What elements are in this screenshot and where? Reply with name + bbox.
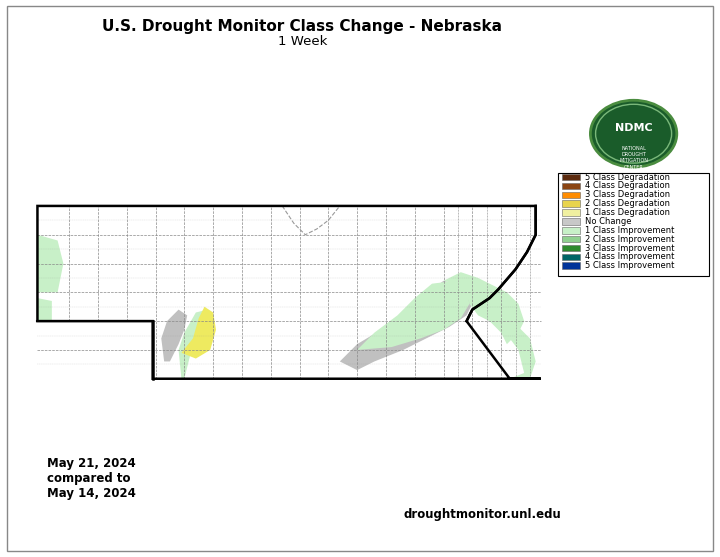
Polygon shape	[37, 234, 63, 292]
Text: 3 Class Degradation: 3 Class Degradation	[585, 190, 670, 199]
Text: 4 Class Degradation: 4 Class Degradation	[585, 182, 670, 190]
Polygon shape	[181, 307, 216, 359]
Polygon shape	[37, 298, 52, 321]
Text: 2 Class Degradation: 2 Class Degradation	[585, 199, 670, 208]
Text: U.S. Drought Monitor Class Change - Nebraska: U.S. Drought Monitor Class Change - Nebr…	[102, 19, 503, 35]
Text: No Change: No Change	[585, 217, 631, 226]
Text: 1 Class Degradation: 1 Class Degradation	[585, 208, 670, 217]
Text: 1 Week: 1 Week	[278, 35, 327, 47]
Polygon shape	[467, 281, 536, 379]
Polygon shape	[444, 272, 524, 344]
Text: 2 Class Improvement: 2 Class Improvement	[585, 234, 674, 243]
Polygon shape	[161, 310, 187, 361]
Text: NATIONAL
DROUGHT
MITIGATION
CENTER: NATIONAL DROUGHT MITIGATION CENTER	[619, 146, 648, 169]
Text: NDMC: NDMC	[615, 123, 652, 133]
Polygon shape	[340, 281, 472, 370]
Text: droughtmonitor.unl.edu: droughtmonitor.unl.edu	[403, 508, 561, 521]
Polygon shape	[357, 281, 469, 350]
Text: 1 Class Improvement: 1 Class Improvement	[585, 226, 674, 235]
Polygon shape	[179, 310, 213, 379]
Text: 4 Class Improvement: 4 Class Improvement	[585, 252, 674, 261]
Text: May 21, 2024
compared to
May 14, 2024: May 21, 2024 compared to May 14, 2024	[47, 457, 135, 500]
Text: 3 Class Improvement: 3 Class Improvement	[585, 243, 674, 252]
Text: 5 Class Improvement: 5 Class Improvement	[585, 261, 674, 270]
Text: 5 Class Degradation: 5 Class Degradation	[585, 173, 670, 182]
